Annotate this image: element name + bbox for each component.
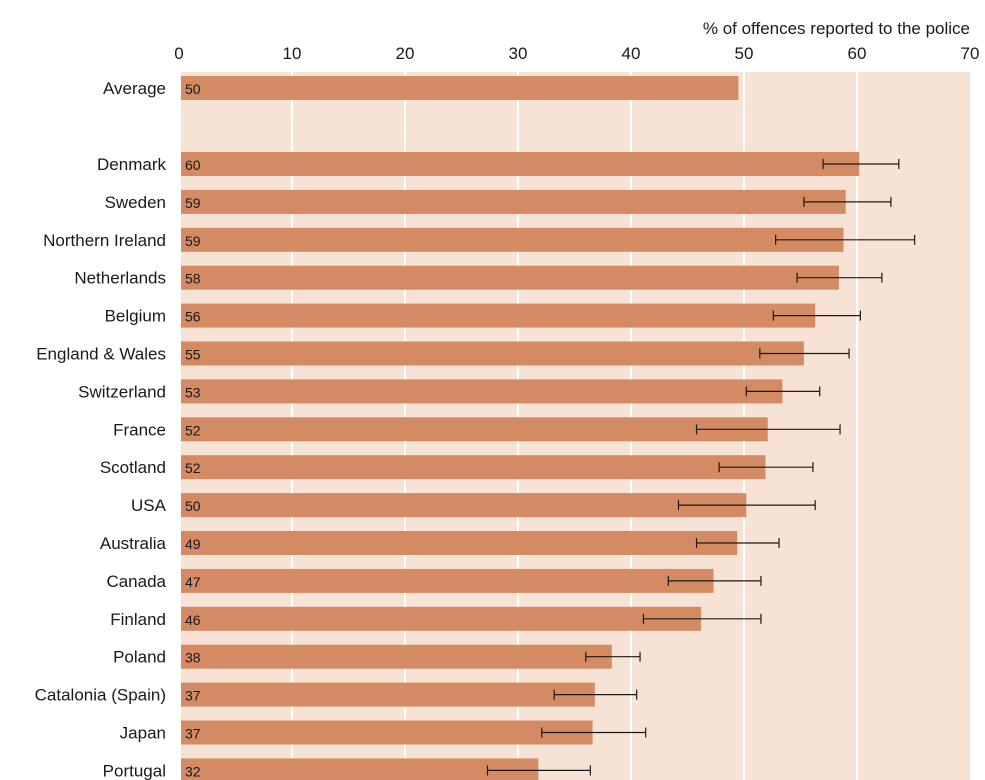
bar bbox=[181, 303, 816, 328]
category-label: France bbox=[113, 420, 166, 439]
data-label: 58 bbox=[185, 271, 201, 287]
category-label: Average bbox=[103, 79, 166, 98]
data-label: 56 bbox=[185, 309, 201, 325]
category-label: Belgium bbox=[105, 307, 166, 326]
data-label: 32 bbox=[185, 763, 201, 779]
bar bbox=[181, 227, 844, 252]
data-label: 53 bbox=[185, 384, 201, 400]
data-label: 55 bbox=[185, 347, 201, 363]
bar bbox=[181, 152, 860, 176]
category-label: Portugal bbox=[103, 761, 166, 780]
category-label: Catalonia (Spain) bbox=[35, 686, 166, 705]
category-label: England & Wales bbox=[36, 345, 166, 364]
x-tick-label: 60 bbox=[848, 44, 867, 63]
data-label: 49 bbox=[185, 536, 201, 552]
x-tick-label: 0 bbox=[174, 44, 183, 63]
category-label: Canada bbox=[106, 572, 166, 591]
bar bbox=[181, 265, 839, 290]
bar bbox=[181, 606, 702, 631]
data-label: 47 bbox=[185, 574, 201, 590]
category-label: Netherlands bbox=[74, 269, 166, 288]
labels: 0 10 20 30 40 50 60 70 50 Average 60 Denmark 59 Swede… bbox=[35, 44, 980, 780]
x-tick-label: 20 bbox=[396, 44, 415, 63]
category-label: Finland bbox=[110, 610, 166, 629]
category-label: Australia bbox=[100, 534, 167, 553]
data-label: 37 bbox=[185, 726, 201, 742]
data-label: 59 bbox=[185, 195, 201, 211]
data-label: 60 bbox=[185, 157, 201, 173]
bars bbox=[181, 76, 860, 780]
data-label: 37 bbox=[185, 688, 201, 704]
bar bbox=[181, 189, 846, 214]
data-label: 52 bbox=[185, 460, 201, 476]
x-tick-label: 50 bbox=[735, 44, 754, 63]
bar bbox=[181, 417, 768, 442]
data-label: 46 bbox=[185, 612, 201, 628]
bar bbox=[181, 720, 593, 745]
error-bars bbox=[486, 159, 916, 776]
bar bbox=[181, 644, 612, 669]
data-label: 50 bbox=[185, 81, 201, 97]
data-label: 52 bbox=[185, 422, 201, 438]
x-tick-label: 40 bbox=[622, 44, 641, 63]
data-label: 38 bbox=[185, 650, 201, 666]
bar bbox=[181, 493, 747, 518]
bar bbox=[181, 682, 595, 707]
category-label: Japan bbox=[120, 724, 166, 743]
bar bbox=[181, 531, 738, 555]
category-label: Switzerland bbox=[78, 382, 166, 401]
bar bbox=[181, 455, 766, 480]
bar bbox=[181, 568, 714, 593]
bar bbox=[181, 76, 739, 100]
bar bbox=[181, 341, 804, 366]
data-label: 59 bbox=[185, 233, 201, 249]
category-label: Denmark bbox=[97, 155, 166, 174]
bar bbox=[181, 379, 783, 404]
x-axis-title: % of offences reported to the police bbox=[703, 19, 970, 38]
x-tick-label: 30 bbox=[509, 44, 528, 63]
category-label: Sweden bbox=[105, 193, 166, 212]
category-label: USA bbox=[131, 496, 167, 515]
x-tick-label: 70 bbox=[961, 44, 980, 63]
category-label: Scotland bbox=[100, 458, 166, 477]
data-label: 50 bbox=[185, 498, 201, 514]
category-label: Poland bbox=[113, 648, 166, 667]
x-tick-label: 10 bbox=[283, 44, 302, 63]
bar bbox=[181, 758, 539, 780]
category-label: Northern Ireland bbox=[43, 231, 166, 250]
